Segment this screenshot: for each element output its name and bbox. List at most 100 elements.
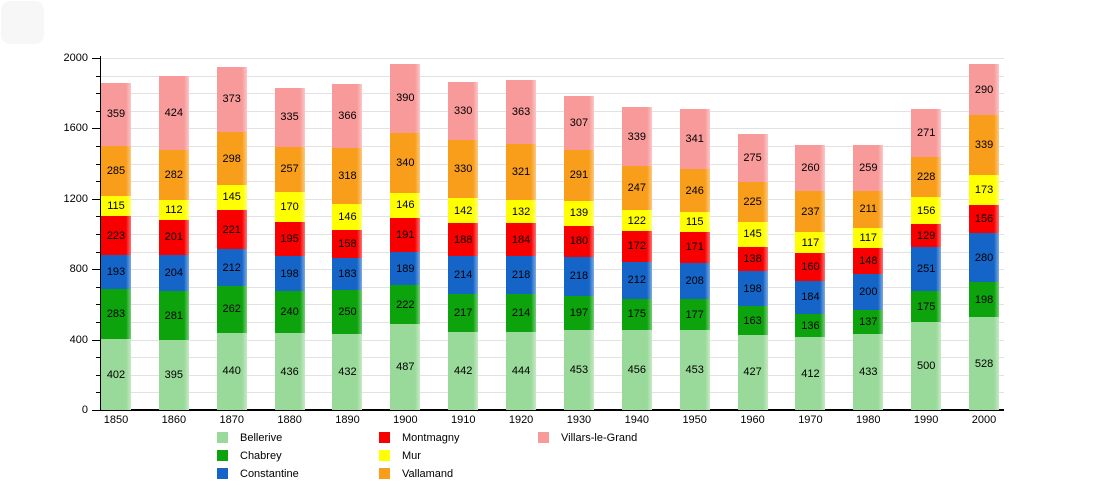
bar-segment-montmagny: 160 [795,253,826,282]
segment-value-label: 200 [859,286,878,299]
segment-value-label: 115 [685,216,704,229]
gridline [100,181,1004,183]
segment-value-label: 184 [511,233,531,246]
bar-segment-bellerive: 453 [679,330,710,410]
bar-segment-constantine: 208 [679,262,710,300]
bar-segment-vallamand: 225 [737,181,768,222]
bar-segment-villars-le-grand: 260 [795,144,826,191]
bar-1900: 487 222 189 191 146 340 390 [390,64,421,410]
segment-value-label: 188 [454,233,473,246]
legend-label-mur: Mur [402,450,421,462]
segment-value-label: 170 [280,200,299,213]
segment-value-label: 138 [743,253,762,266]
bar-segment-mur: 173 [969,175,1000,206]
bar-1890: 432 250 183 158 146 318 366 [332,83,363,410]
y-axis-tick-label: 800 [69,263,88,276]
bar-segment-bellerive: 395 [158,340,189,410]
bar-1880: 436 240 198 195 170 257 335 [274,87,305,410]
bar-segment-villars-le-grand: 373 [216,66,247,133]
bar-segment-villars-le-grand: 271 [911,109,942,157]
bar-1860: 395 281 204 201 112 282 424 [158,75,189,410]
x-axis-tick-label: 1950 [682,414,707,426]
bar-segment-vallamand: 340 [390,132,421,193]
y-minor-tick [96,110,100,112]
bar-1960: 427 163 198 138 145 225 275 [737,133,768,410]
segment-value-label: 198 [743,282,762,295]
segment-value-label: 160 [801,261,820,274]
bar-segment-chabrey: 136 [795,313,826,338]
gridline [100,146,1004,147]
gridline [100,251,1004,253]
segment-value-label: 189 [396,262,415,275]
bar-segment-villars-le-grand: 307 [563,95,594,150]
segment-value-label: 433 [859,365,878,378]
segment-value-label: 275 [743,151,762,164]
bar-segment-mur: 122 [621,209,652,232]
segment-value-label: 340 [396,156,415,169]
gridline [100,322,1004,323]
segment-value-label: 402 [106,368,126,381]
y-major-tick [92,198,100,200]
bar-segment-villars-le-grand: 290 [969,64,1000,116]
segment-value-label: 193 [106,266,126,279]
bar-segment-vallamand: 330 [448,140,479,199]
x-axis-tick-label: 1880 [277,414,302,426]
bar-segment-vallamand: 257 [274,146,305,192]
y-major-tick [92,269,100,271]
segment-value-label: 145 [222,191,241,204]
segment-value-label: 237 [801,205,820,218]
y-minor-tick [96,75,100,77]
segment-value-label: 341 [685,132,704,145]
bar-segment-montmagny: 156 [969,205,1000,233]
bar-segment-chabrey: 262 [216,286,247,333]
y-minor-tick [96,163,100,165]
bar-segment-constantine: 251 [911,247,942,292]
segment-value-label: 214 [454,269,473,282]
gridline [100,75,1004,77]
bar-segment-vallamand: 247 [621,166,652,210]
segment-value-label: 307 [569,116,589,129]
bar-segment-montmagny: 171 [679,232,710,263]
segment-value-label: 211 [859,203,878,216]
segment-value-label: 528 [974,357,994,370]
segment-value-label: 132 [511,205,531,218]
segment-value-label: 424 [164,107,184,120]
segment-value-label: 177 [685,308,704,321]
bar-segment-montmagny: 158 [332,229,363,258]
bar-segment-villars-le-grand: 341 [679,108,710,169]
gridline [100,392,1004,394]
gridline [100,163,1004,165]
x-axis-tick-label: 1850 [103,414,129,426]
gridline [100,216,1004,218]
bar-segment-mur: 146 [390,192,421,219]
bar-segment-mur: 145 [216,184,247,211]
segment-value-label: 117 [859,232,878,245]
bar-segment-bellerive: 436 [274,333,305,410]
segment-value-label: 390 [396,92,415,105]
bar-segment-chabrey: 163 [737,306,768,335]
segment-value-label: 146 [338,211,357,224]
x-axis-line [100,409,1004,411]
bar-segment-bellerive: 442 [448,332,479,410]
bar-segment-montmagny: 191 [390,218,421,252]
bar-segment-chabrey: 281 [158,291,189,341]
bar-segment-chabrey: 175 [911,291,942,322]
segment-value-label: 453 [569,364,589,377]
bar-segment-mur: 117 [795,232,826,253]
bar-segment-constantine: 183 [332,257,363,290]
segment-value-label: 129 [916,229,936,242]
bar-segment-constantine: 193 [101,255,131,290]
segment-value-label: 218 [569,270,589,283]
segment-value-label: 117 [801,236,820,249]
y-minor-tick [96,322,100,323]
y-minor-tick [96,146,100,147]
y-axis-tick-label: 2000 [63,52,88,64]
segment-value-label: 427 [743,366,762,379]
bar-segment-mur: 146 [332,204,363,230]
segment-value-label: 318 [338,170,357,183]
bar-1970: 412 136 184 160 117 237 260 [795,144,826,410]
segment-value-label: 335 [280,111,299,124]
segment-value-label: 175 [916,300,936,313]
bar-segment-vallamand: 339 [969,115,1000,176]
x-axis-tick-label: 1860 [161,414,187,426]
